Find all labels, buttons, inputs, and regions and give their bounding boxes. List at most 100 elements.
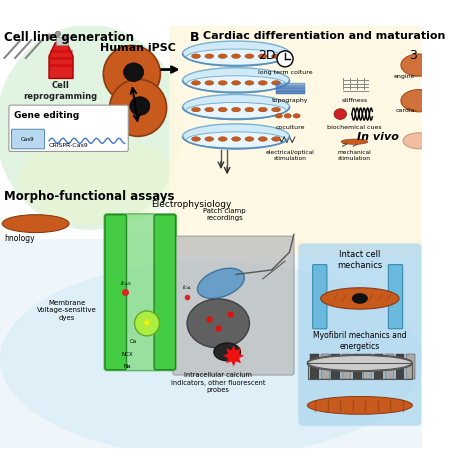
Ellipse shape [245,81,254,85]
FancyBboxPatch shape [395,354,404,379]
Ellipse shape [245,54,254,58]
Ellipse shape [245,137,254,141]
FancyBboxPatch shape [388,264,402,329]
Ellipse shape [218,137,227,141]
Ellipse shape [186,76,286,92]
Text: Morpho-functional assays: Morpho-functional assays [4,190,175,203]
Ellipse shape [284,114,292,118]
Ellipse shape [214,343,240,361]
Ellipse shape [232,108,240,112]
FancyBboxPatch shape [11,129,45,149]
Ellipse shape [186,132,286,148]
Text: Cas9: Cas9 [21,137,35,142]
Ellipse shape [182,41,290,66]
Ellipse shape [191,81,201,85]
FancyBboxPatch shape [342,354,351,379]
FancyBboxPatch shape [406,354,415,379]
Ellipse shape [401,54,437,76]
Ellipse shape [272,137,281,141]
Ellipse shape [186,49,286,65]
Ellipse shape [245,108,254,112]
FancyBboxPatch shape [313,264,327,329]
Text: Cell
reprogramming: Cell reprogramming [24,81,98,101]
Text: Intact cell
mechanics: Intact cell mechanics [337,250,383,271]
Ellipse shape [186,102,286,118]
Text: topography: topography [272,98,309,103]
Ellipse shape [307,356,412,372]
Text: 2D: 2D [258,49,276,62]
FancyBboxPatch shape [56,37,68,45]
Ellipse shape [277,51,293,67]
Ellipse shape [258,137,267,141]
FancyBboxPatch shape [364,354,373,379]
Ellipse shape [258,108,267,112]
FancyBboxPatch shape [0,26,422,252]
Ellipse shape [205,108,214,112]
Text: ✸: ✸ [222,345,245,373]
Text: cardia-: cardia- [395,108,417,113]
Text: coculture: coculture [276,125,305,130]
Ellipse shape [258,54,267,58]
Text: Cardiac differentiation and maturation: Cardiac differentiation and maturation [203,31,446,41]
Ellipse shape [275,114,283,118]
Ellipse shape [18,137,178,226]
FancyBboxPatch shape [385,354,394,379]
Ellipse shape [341,139,368,145]
Ellipse shape [218,54,227,58]
FancyBboxPatch shape [276,88,305,91]
Ellipse shape [198,268,245,299]
Ellipse shape [307,396,412,414]
Polygon shape [49,43,73,78]
FancyBboxPatch shape [321,354,329,379]
Ellipse shape [205,137,214,141]
Ellipse shape [403,133,434,149]
Ellipse shape [55,31,61,36]
Ellipse shape [272,54,281,58]
Ellipse shape [205,54,214,58]
Ellipse shape [352,293,368,304]
Text: engine-: engine- [393,74,417,79]
FancyBboxPatch shape [353,354,362,379]
FancyBboxPatch shape [154,215,175,370]
FancyBboxPatch shape [0,239,422,448]
Ellipse shape [334,109,346,119]
Text: long term colture: long term colture [258,70,312,74]
Text: Myofibril mechanics and
energetics: Myofibril mechanics and energetics [313,330,407,351]
Ellipse shape [2,215,69,233]
Ellipse shape [205,81,214,85]
Ellipse shape [272,81,281,85]
FancyBboxPatch shape [299,243,421,426]
FancyBboxPatch shape [105,215,127,370]
Ellipse shape [293,114,300,118]
Ellipse shape [191,108,201,112]
Ellipse shape [232,54,240,58]
Text: Membrane
Voltage-sensitive
dyes: Membrane Voltage-sensitive dyes [37,300,97,320]
Text: Gene editing: Gene editing [14,111,80,120]
Ellipse shape [218,108,227,112]
Text: stiffness: stiffness [341,98,368,103]
Ellipse shape [321,288,399,309]
Text: Cell line generation: Cell line generation [4,31,135,44]
FancyBboxPatch shape [276,83,305,86]
Ellipse shape [182,124,290,149]
Text: Intracellular calcium
indicators, other fluorescent
probes: Intracellular calcium indicators, other … [171,373,265,393]
FancyBboxPatch shape [374,354,383,379]
FancyBboxPatch shape [104,214,176,371]
FancyBboxPatch shape [310,354,319,379]
Text: B: B [190,31,199,44]
Ellipse shape [401,90,437,112]
Ellipse shape [272,108,281,112]
Ellipse shape [258,81,267,85]
Ellipse shape [124,63,144,82]
Ellipse shape [182,68,290,93]
Ellipse shape [187,299,249,348]
Text: In vivo: In vivo [357,132,399,142]
Ellipse shape [307,356,412,372]
FancyBboxPatch shape [169,19,429,255]
Ellipse shape [191,137,201,141]
Text: Electrophysiology: Electrophysiology [151,201,232,210]
Ellipse shape [135,311,159,336]
Text: Na: Na [124,364,131,369]
Text: CRISPR-Cas9: CRISPR-Cas9 [49,143,89,148]
Ellipse shape [191,54,201,58]
